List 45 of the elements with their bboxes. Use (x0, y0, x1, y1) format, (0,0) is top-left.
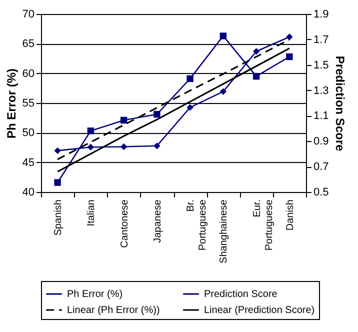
y2-tick-label: 1.3 (314, 84, 329, 97)
y2-tick-label: 0.9 (314, 136, 329, 148)
point (87, 128, 94, 134)
x-tick-label: Japanese (152, 199, 164, 243)
point (54, 179, 61, 186)
point (186, 75, 194, 82)
x-tick-label: Italian (86, 200, 98, 226)
point (286, 34, 293, 40)
y-tick-label: 55 (22, 98, 34, 110)
point (220, 88, 227, 95)
point (120, 116, 128, 124)
point (87, 144, 94, 150)
legend-label: Prediction Score (204, 289, 278, 300)
y2-tick-label: 0.7 (314, 161, 329, 174)
x-tick-label: Shanghainese (218, 199, 230, 264)
point (154, 142, 160, 150)
y2-tick-label: 1.5 (314, 59, 329, 72)
y-axis-title: Ph Error (%) (4, 68, 18, 139)
y2-tick-label: 0.5 (314, 186, 329, 198)
point (120, 143, 128, 150)
point (154, 110, 160, 118)
legend-label: Ph Error (%) (67, 289, 123, 300)
y2-tick-label: 1.1 (314, 110, 329, 122)
x-tick-label: Eur. Portuguese (252, 199, 275, 251)
y2-tick-label: 1.9 (314, 8, 329, 20)
y-tick-label: 50 (22, 127, 34, 140)
point (54, 147, 61, 154)
legend-label: Linear (Prediction Score) (204, 305, 315, 316)
y-tick-label: 60 (22, 68, 34, 80)
point (186, 104, 194, 111)
legend-label: Linear (Ph Error (%)) (67, 305, 160, 316)
x-tick-label: Cantonese (119, 199, 130, 248)
point (286, 53, 293, 60)
y-tick-label: 40 (22, 186, 34, 198)
x-tick-label: Danish (284, 200, 296, 231)
x-tick-label: Spanish (53, 200, 64, 236)
y-tick-label: 65 (22, 38, 34, 50)
y-tick-label: 45 (22, 156, 34, 169)
point (220, 32, 227, 40)
y2-tick-label: 1.7 (314, 34, 329, 46)
point (252, 48, 260, 55)
y-tick-label: 70 (22, 8, 34, 20)
y2-axis-title: Prediction Score (332, 56, 347, 152)
point (252, 72, 260, 80)
x-tick-label: Br. Portuguese (186, 199, 209, 251)
